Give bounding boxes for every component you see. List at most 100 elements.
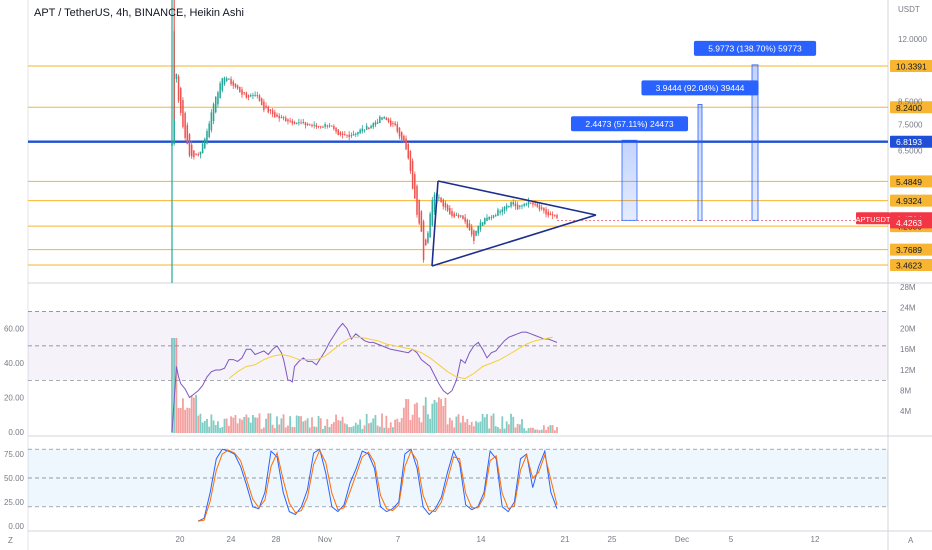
stoch-axis-label: 50.00 — [4, 474, 25, 483]
candle-body — [516, 204, 519, 210]
candle-body — [206, 131, 208, 144]
candle-body — [304, 122, 307, 126]
volume-bar — [453, 427, 456, 433]
candle-body — [302, 121, 305, 123]
candle-body — [298, 122, 300, 124]
volume-bar — [302, 421, 305, 433]
volume-bar — [262, 427, 265, 433]
volume-axis-label: 24M — [900, 304, 916, 313]
volume-bar — [433, 399, 436, 433]
candle-body — [473, 230, 475, 241]
candle-body — [372, 123, 375, 128]
timezone-corner[interactable]: Z — [8, 536, 13, 545]
candle-body — [529, 202, 532, 204]
candle-body — [431, 199, 434, 226]
volume-bar — [411, 414, 414, 433]
volume-axis-label: 8M — [900, 387, 911, 396]
volume-bar — [273, 428, 276, 433]
time-axis-label: 21 — [561, 535, 570, 544]
volume-axis-label: 4M — [900, 407, 911, 416]
candle-body — [387, 118, 390, 123]
volume-bar — [252, 415, 254, 433]
volume-bar — [203, 420, 206, 433]
volume-bar — [359, 419, 362, 433]
volume-bar — [429, 418, 432, 433]
rsi-ma-line — [228, 336, 553, 380]
level-value: 4.9324 — [896, 196, 922, 206]
candle-body — [214, 96, 217, 113]
volume-bar — [464, 422, 467, 433]
volume-bar — [223, 418, 226, 433]
candle-body — [494, 215, 497, 217]
candle-body — [484, 218, 486, 225]
candle-body — [490, 217, 493, 219]
candle-body — [326, 125, 329, 127]
candle-body — [254, 94, 256, 96]
volume-bar — [313, 426, 316, 433]
candle-body — [442, 199, 445, 207]
volume-bar — [300, 416, 302, 433]
volume-axis-label: 12M — [900, 366, 916, 375]
candle-body — [210, 112, 213, 131]
volume-bar — [284, 427, 287, 433]
stoch-k-line — [197, 448, 558, 522]
volume-bar — [197, 415, 200, 433]
candle-body — [392, 122, 394, 124]
volume-bar — [405, 398, 407, 433]
candle-body — [429, 213, 431, 238]
volume-bar — [420, 422, 423, 433]
level-value: 10.3391 — [896, 62, 927, 72]
time-axis-label: 24 — [227, 535, 236, 544]
time-axis-label: 20 — [176, 535, 185, 544]
candle-body — [212, 103, 215, 122]
candle-body — [477, 225, 480, 234]
volume-bar — [326, 419, 329, 433]
candle-body — [300, 122, 302, 124]
volume-bar — [308, 427, 311, 433]
target-range — [751, 64, 759, 221]
volume-bar — [271, 424, 274, 433]
candle-body — [416, 185, 418, 215]
candle-body — [341, 133, 344, 135]
candle-body — [182, 100, 184, 127]
auto-scale-toggle[interactable]: A — [908, 536, 914, 545]
candle-body — [464, 217, 466, 222]
candle-body — [411, 160, 414, 189]
candle-body — [376, 122, 379, 124]
volume-bar — [182, 398, 184, 433]
candle-body — [287, 119, 289, 122]
volume-bar — [236, 423, 239, 433]
candle-body — [359, 129, 361, 134]
volume-bar — [505, 421, 508, 433]
volume-bar — [256, 417, 259, 433]
target-label: 3.9444 (92.04%) 39444 — [656, 83, 745, 93]
volume-bar — [553, 430, 556, 433]
candle-body — [527, 200, 530, 205]
volume-bar — [295, 415, 298, 433]
candle-body — [394, 123, 396, 126]
level-badge — [890, 175, 932, 188]
volume-bar — [501, 416, 504, 433]
candle-body — [446, 205, 449, 211]
volume-bar — [234, 415, 237, 433]
volume-bar — [459, 422, 462, 433]
candle-body — [204, 138, 206, 149]
volume-bar — [230, 416, 232, 433]
volume-bar — [431, 403, 434, 433]
candle-body — [225, 78, 228, 81]
candle-body — [223, 77, 226, 85]
volume-bar — [348, 427, 351, 433]
volume-bar — [457, 414, 460, 433]
candle-body — [534, 203, 536, 205]
volume-bar — [446, 424, 449, 433]
candle-body — [525, 203, 528, 205]
target-label: 2.4473 (57.11%) 24473 — [585, 119, 673, 129]
candle-body — [239, 86, 241, 93]
candle-body — [186, 125, 189, 145]
candle-body — [252, 95, 254, 97]
volume-bar — [282, 414, 285, 433]
candle-body — [228, 78, 230, 80]
candle-body — [440, 197, 442, 202]
level-value: 8.2400 — [896, 103, 922, 113]
volume-bar — [510, 413, 512, 433]
